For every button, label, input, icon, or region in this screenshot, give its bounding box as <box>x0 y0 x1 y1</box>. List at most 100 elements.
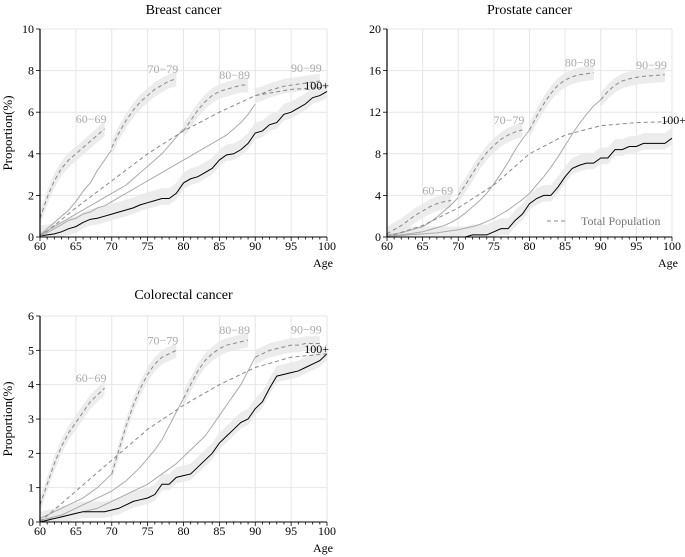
fit-line <box>386 200 452 235</box>
y-tick-label: 1 <box>28 481 34 495</box>
y-tick-label: 2 <box>28 446 34 460</box>
cohort-label: 60−69 <box>76 371 107 385</box>
fit-line <box>600 74 665 101</box>
fit-line <box>111 78 177 148</box>
y-axis-label: Proportion(%) <box>0 381 15 456</box>
observed-line-100plus <box>39 90 328 237</box>
fit-line <box>111 349 177 475</box>
fit-line <box>457 129 523 196</box>
fit-confidence-band <box>600 67 665 107</box>
cohort-label: 80−89 <box>565 56 596 70</box>
y-tick-label: 0 <box>28 230 34 244</box>
fit-confidence-band <box>183 332 249 406</box>
fit-line <box>183 339 249 399</box>
x-tick-label: 65 <box>70 524 82 538</box>
fit-line <box>39 387 105 505</box>
observed-line <box>39 473 113 520</box>
x-tick-label: 70 <box>106 524 118 538</box>
x-tick-label: 100 <box>318 239 336 253</box>
observed-line <box>387 99 602 237</box>
x-tick-label: 90 <box>595 239 607 253</box>
fit-line <box>39 128 105 219</box>
observed-confidence-band <box>40 81 327 237</box>
cohort-label: 80−89 <box>219 68 250 82</box>
cohort-label-100plus: 100+ <box>661 113 685 127</box>
observed-confidence-band <box>387 127 672 237</box>
observed-line-100plus <box>39 353 328 523</box>
fit-confidence-band <box>40 121 105 226</box>
y-tick-label: 5 <box>28 343 34 357</box>
x-tick-label: 70 <box>452 239 464 253</box>
fit-confidence-band <box>458 122 523 203</box>
y-tick-label: 4 <box>28 378 34 392</box>
fit-confidence-band <box>255 336 320 365</box>
x-axis-label: Age <box>313 541 333 555</box>
y-tick-label: 6 <box>28 105 34 119</box>
y-tick-label: 3 <box>28 412 34 426</box>
x-axis-label: Age <box>313 256 333 270</box>
x-tick-label: 85 <box>559 239 571 253</box>
total-population-line <box>39 353 328 523</box>
legend-label: Total Population <box>581 214 661 228</box>
x-tick-label: 100 <box>318 524 336 538</box>
y-tick-label: 8 <box>375 147 381 161</box>
panel-title: Colorectal cancer <box>134 288 233 303</box>
cohort-label: 60−69 <box>76 112 107 126</box>
y-tick-label: 4 <box>375 188 381 202</box>
cohort-label: 60−69 <box>422 184 453 198</box>
cohort-label: 70−79 <box>494 113 525 127</box>
y-tick-label: 12 <box>369 105 381 119</box>
observed-line <box>386 129 530 237</box>
cohort-label: 90−99 <box>636 58 667 72</box>
y-tick-label: 0 <box>28 515 34 529</box>
y-tick-label: 0 <box>375 230 381 244</box>
fit-line <box>529 72 594 131</box>
fit-confidence-band <box>40 380 105 513</box>
cohort-label: 70−79 <box>148 333 179 347</box>
observed-line <box>386 197 459 236</box>
cohort-label: 80−89 <box>219 323 250 337</box>
x-tick-label: 95 <box>285 239 297 253</box>
x-tick-label: 90 <box>249 239 261 253</box>
observed-confidence-band <box>40 343 327 522</box>
y-tick-label: 4 <box>28 147 34 161</box>
fit-line <box>255 342 320 358</box>
x-tick-label: 95 <box>630 239 642 253</box>
fit-confidence-band <box>529 65 594 138</box>
fit-confidence-band <box>255 73 320 103</box>
fit-line <box>183 84 249 132</box>
y-tick-label: 6 <box>28 309 34 323</box>
y-axis-label: Proportion(%) <box>0 95 15 170</box>
x-tick-label: 80 <box>178 239 190 253</box>
x-tick-label: 60 <box>381 239 393 253</box>
total-population-line <box>386 121 673 238</box>
x-tick-label: 60 <box>34 524 46 538</box>
cohort-label-100plus: 100+ <box>304 342 329 356</box>
x-tick-label: 75 <box>142 524 154 538</box>
cohort-label: 90−99 <box>291 61 322 75</box>
observed-line <box>39 103 256 236</box>
x-tick-label: 75 <box>488 239 500 253</box>
y-tick-label: 10 <box>22 22 34 36</box>
y-tick-label: 20 <box>369 22 381 36</box>
x-tick-label: 75 <box>142 239 154 253</box>
x-tick-label: 90 <box>249 524 261 538</box>
x-tick-label: 100 <box>663 239 681 253</box>
x-tick-label: 80 <box>524 239 536 253</box>
observed-line <box>39 398 184 521</box>
x-tick-label: 60 <box>34 239 46 253</box>
cohort-label-100plus: 100+ <box>304 78 329 92</box>
x-tick-label: 85 <box>213 524 225 538</box>
x-tick-label: 85 <box>213 239 225 253</box>
y-tick-label: 2 <box>28 188 34 202</box>
cohort-label: 90−99 <box>291 322 322 336</box>
cohort-label: 70−79 <box>148 62 179 76</box>
y-tick-label: 16 <box>369 64 381 78</box>
x-tick-label: 70 <box>106 239 118 253</box>
fit-confidence-band <box>111 71 177 155</box>
observed-line <box>39 128 184 236</box>
